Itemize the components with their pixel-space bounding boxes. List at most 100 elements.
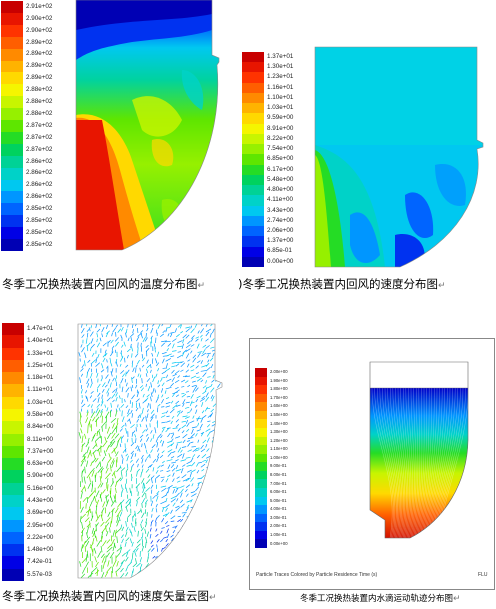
colorbar-label: 1.47e+01 xyxy=(27,324,54,332)
velocity-vector xyxy=(167,440,173,443)
velocity-vector xyxy=(165,410,169,414)
velocity-vector xyxy=(210,383,213,387)
velocity-vector xyxy=(106,407,109,412)
velocity-vector xyxy=(205,536,211,540)
velocity-vector xyxy=(150,430,153,434)
velocity-vector xyxy=(131,324,134,329)
velocity-vector xyxy=(115,378,117,382)
velocity-vector xyxy=(157,380,159,384)
velocity-vector xyxy=(164,390,167,394)
velocity-vector xyxy=(212,521,216,525)
velocity-vector xyxy=(120,484,123,490)
velocity-vector xyxy=(95,561,99,568)
velocity-vector xyxy=(212,568,215,574)
velocity-vector xyxy=(109,382,112,388)
velocity-vector xyxy=(156,544,158,548)
velocity-vector xyxy=(94,556,97,563)
velocity-vector xyxy=(160,435,163,439)
velocity-vector xyxy=(165,561,170,565)
colorbar-label: 5.16e+00 xyxy=(27,484,54,492)
velocity-vector xyxy=(106,359,108,363)
colorbar-swatch xyxy=(2,495,24,508)
velocity-vector xyxy=(200,498,204,503)
colorbar-swatch xyxy=(242,205,264,217)
colorbar-label: 6.85e-01 xyxy=(267,247,292,255)
velocity-vector xyxy=(81,444,83,453)
velocity-vector xyxy=(114,528,122,535)
velocity-vector xyxy=(180,518,184,523)
colorbar-swatch xyxy=(255,496,267,506)
colorbar-label: 2.86e+02 xyxy=(26,157,53,165)
colorbar-swatch xyxy=(1,143,23,157)
velocity-vector xyxy=(190,364,195,368)
velocity-vector xyxy=(216,393,219,397)
velocity-vector xyxy=(185,344,191,349)
velocity-vector xyxy=(171,369,175,374)
velocity-vector xyxy=(165,504,170,508)
velocity-vector xyxy=(156,490,160,495)
colorbar-label: 5.00e-01 xyxy=(270,497,287,503)
colorbar-swatch xyxy=(1,24,23,38)
velocity-vector xyxy=(111,332,113,337)
velocity-vector xyxy=(150,521,152,527)
velocity-vector xyxy=(87,572,94,578)
velocity-vector xyxy=(217,539,222,542)
velocity-vector xyxy=(182,513,186,518)
velocity-vector xyxy=(216,372,222,374)
velocity-vector xyxy=(110,440,116,448)
velocity-vector xyxy=(191,384,197,387)
velocity-vector xyxy=(111,458,115,464)
colorbar-swatch xyxy=(1,155,23,169)
colorbar-swatch xyxy=(1,227,23,240)
velocity-vector xyxy=(145,415,147,422)
particle-trace xyxy=(384,388,400,538)
velocity-vector xyxy=(165,539,168,543)
velocity-vector xyxy=(197,482,200,487)
velocity-vector xyxy=(104,571,109,578)
velocity-vector xyxy=(86,396,89,402)
velocity-vector xyxy=(101,398,104,403)
velocity-vector xyxy=(154,427,157,434)
velocity-vector xyxy=(120,334,123,339)
velocity-vector xyxy=(101,363,104,369)
velocity-vector xyxy=(91,359,97,364)
velocity-vector xyxy=(90,347,92,352)
particle-trace xyxy=(428,388,451,538)
colorbar-swatch xyxy=(2,433,24,447)
velocity-vector xyxy=(141,575,145,578)
velocity-vector xyxy=(197,330,200,334)
velocity-vector xyxy=(212,541,216,544)
velocity-vector xyxy=(132,367,135,372)
velocity-vector xyxy=(136,336,140,342)
velocity-vector xyxy=(205,366,211,372)
velocity-vector xyxy=(115,507,119,514)
particle-trace xyxy=(400,388,409,538)
velocity-vector xyxy=(167,452,172,457)
particle-trace xyxy=(405,388,412,538)
velocity-vector xyxy=(162,552,165,557)
velocity-vector xyxy=(115,341,119,347)
velocity-vector xyxy=(79,561,82,567)
velocity-vector xyxy=(216,505,222,509)
velocity-vector xyxy=(202,344,207,348)
colorbar-label: 1.60e+00 xyxy=(270,403,288,409)
colorbar-swatch xyxy=(255,393,267,403)
velocity-vector xyxy=(159,470,164,472)
velocity-vector xyxy=(180,449,183,453)
velocity-vector xyxy=(141,492,146,498)
velocity-vector xyxy=(174,370,180,375)
velocity-vector xyxy=(111,516,113,524)
velocity-vector xyxy=(136,573,141,578)
velocity-vector xyxy=(107,432,112,440)
velocity-vector xyxy=(216,560,222,563)
particle-trace xyxy=(417,388,427,538)
velocity-vector xyxy=(172,343,175,349)
velocity-vector xyxy=(121,454,123,459)
velocity-vector xyxy=(162,546,166,550)
velocity-vector xyxy=(126,455,129,462)
velocity-vector xyxy=(160,569,163,574)
velocity-vector xyxy=(131,463,135,468)
velocity-vector xyxy=(207,489,211,493)
colorbar-label: 2.89e+02 xyxy=(26,62,53,70)
velocity-vector xyxy=(161,352,167,355)
